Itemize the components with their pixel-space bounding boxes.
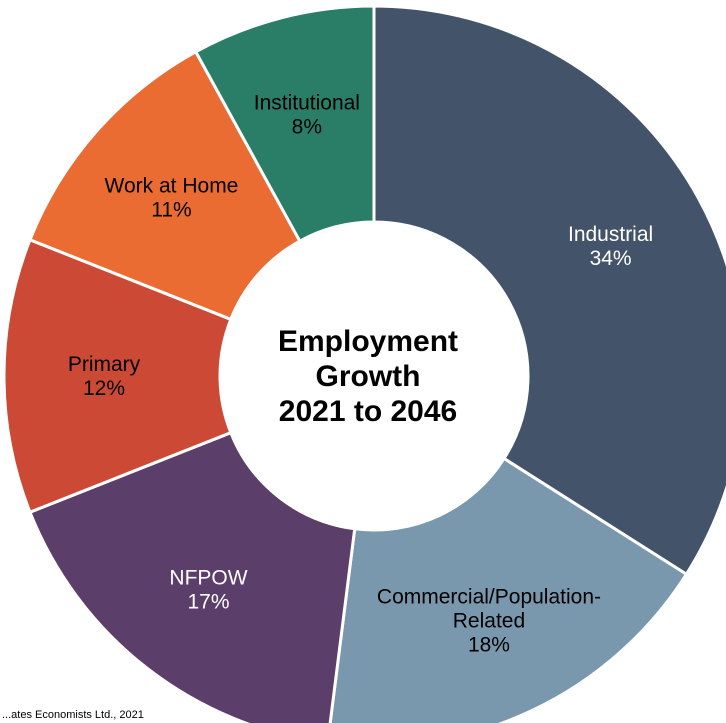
source-note: ...ates Economists Ltd., 2021 [2, 709, 144, 721]
slice-label-institutional: Institutional 8% [254, 91, 360, 138]
slice-label-nfpow: NFPOW 17% [169, 566, 247, 613]
chart-title-line: Employment [278, 325, 458, 358]
slice-name-label: Industrial [568, 223, 653, 246]
slices-group [2, 4, 726, 723]
slice-nfpow [28, 430, 357, 723]
slice-label-primary: Primary 12% [68, 353, 141, 400]
slice-primary [2, 237, 233, 515]
slice-name-label: Work at Home [105, 174, 239, 197]
slice-value-label: 34% [590, 247, 632, 270]
slice-name-label: Commercial/Population- [377, 585, 601, 608]
slice-commercial-population-related [328, 456, 689, 723]
slice-name-label: Institutional [254, 91, 360, 114]
slice-value-label: 18% [468, 633, 510, 656]
chart-title-line: Growth [316, 360, 421, 393]
slice-value-label: 8% [292, 115, 322, 138]
slice-name-label: NFPOW [169, 566, 247, 589]
slice-value-label: 12% [83, 377, 125, 400]
labels-group: Industrial 34% Commercial/Population-Relat… [68, 91, 653, 656]
slice-industrial [372, 4, 726, 577]
slice-value-label: 11% [151, 198, 191, 221]
chart-title-line: 2021 to 2046 [279, 395, 457, 428]
slice-value-label: 17% [187, 590, 229, 613]
slice-label-work-at-home: Work at Home 11% [105, 174, 239, 221]
slice-institutional [193, 4, 376, 244]
slice-name-label: Related [453, 609, 525, 632]
slice-label-commercial-population-related: Commercial/Population-Related 18% [377, 585, 601, 656]
slice-name-label: Primary [68, 353, 141, 376]
chart-title: Employment Growth 2021 to 2046 [278, 325, 458, 428]
slice-label-industrial: Industrial 34% [568, 223, 653, 270]
